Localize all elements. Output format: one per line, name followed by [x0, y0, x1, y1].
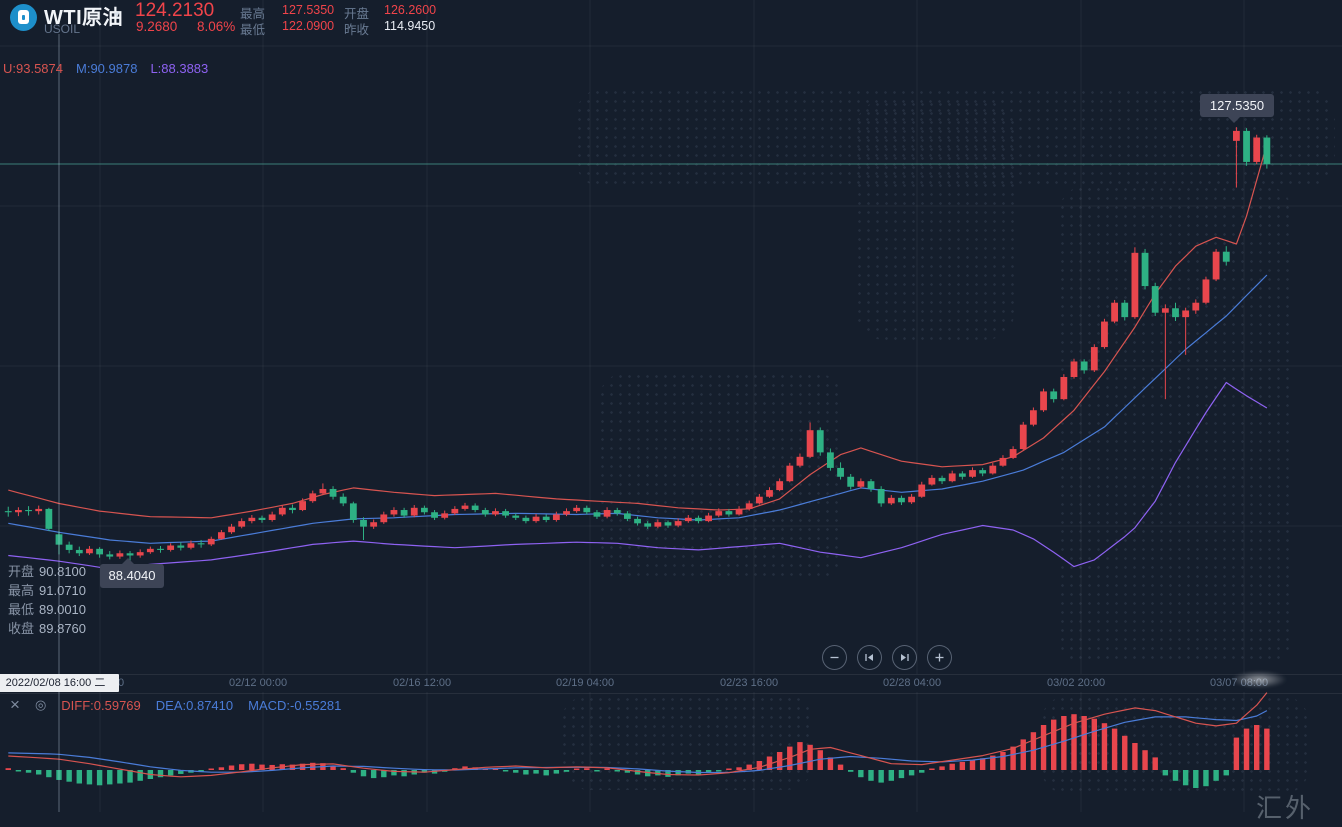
time-axis-label: 02/23 16:00: [720, 677, 779, 689]
stat-value-open: 126.2600: [384, 3, 437, 17]
zoom-out-button[interactable]: [822, 645, 847, 670]
skip-back-button[interactable]: [857, 645, 882, 670]
chevron-down-icon[interactable]: ▾: [114, 9, 120, 21]
legend-row-high: 最高 91.0710: [8, 583, 87, 598]
boll-lower-value: L:88.3883: [150, 61, 209, 76]
price-change-percent: 8.06%: [197, 19, 236, 34]
macd-panel: [5, 692, 1270, 788]
macd-diff-value: DIFF:0.59769: [61, 697, 141, 713]
settings-target-icon[interactable]: ◎: [34, 697, 47, 712]
boll-upper-value: U:93.5874: [3, 61, 63, 76]
highest-price-tooltip: 127.5350: [1200, 94, 1274, 123]
skip-back-icon: [865, 654, 873, 661]
close-icon[interactable]: ×: [10, 695, 20, 714]
highlight-blob: [1231, 671, 1287, 688]
macd-dea-line: [8, 710, 1268, 774]
stat-label-low: 最低: [240, 23, 266, 37]
last-price: 124.2130: [135, 0, 215, 21]
price-change: 9.2680: [136, 19, 178, 34]
macd-diff-line: [8, 692, 1268, 778]
macd-dea-value: DEA:0.87410: [155, 697, 234, 713]
skip-forward-button[interactable]: [892, 645, 917, 670]
stat-label-open: 开盘: [344, 7, 370, 21]
stat-label-prev-close: 昨收: [344, 23, 370, 37]
boll-indicator-values: U:93.5874 M:90.9878 L:88.3883: [3, 61, 208, 76]
stat-value-prev-close: 114.9450: [384, 19, 436, 33]
legend-row-close: 收盘 89.8760: [8, 621, 87, 636]
symbol-name[interactable]: WTI原油: [44, 7, 124, 29]
plus-icon: [935, 653, 944, 662]
symbol-code: USOIL: [44, 22, 81, 36]
candles: [4, 127, 1271, 561]
macd-panel-header: × ◎ DIFF:0.59769 DEA:0.87410 MACD:-0.552…: [10, 695, 342, 714]
time-axis-label: 02/16 12:00: [393, 677, 452, 689]
stat-value-high: 127.5350: [282, 3, 335, 17]
boll-upper-line: [8, 144, 1268, 519]
minus-icon: [830, 656, 839, 659]
time-axis-label: 02/12 00:00: [229, 677, 288, 689]
time-axis-label: 02/28 04:00: [883, 677, 942, 689]
crosshair-date-label: 2022/02/08 16:00 二: [0, 674, 119, 692]
boll-mid-line: [8, 274, 1268, 544]
boll-lower-line: [8, 381, 1268, 570]
lowest-price-tooltip: 88.4040: [100, 558, 164, 588]
legend-row-open: 开盘 90.8100: [8, 564, 87, 579]
app-logo-icon: [10, 4, 37, 31]
macd-macd-value: MACD:-0.55281: [248, 697, 342, 713]
time-axis-label: 02/19 04:00: [556, 677, 615, 689]
boll-mid-value: M:90.9878: [76, 61, 138, 76]
site-watermark: 汇外网: [1256, 793, 1315, 823]
bollinger-bands: [8, 144, 1268, 570]
stat-label-high: 最高: [240, 7, 266, 21]
zoom-in-button[interactable]: [927, 645, 952, 670]
skip-forward-icon: [901, 654, 909, 661]
stat-value-low: 122.0900: [282, 19, 335, 33]
ohlc-legend: 开盘 90.8100 最高 91.0710 最低 89.0010 收盘 89.8760: [8, 562, 86, 638]
legend-row-low: 最低 89.0010: [8, 602, 87, 617]
time-axis-label: 03/02 20:00: [1047, 677, 1106, 689]
